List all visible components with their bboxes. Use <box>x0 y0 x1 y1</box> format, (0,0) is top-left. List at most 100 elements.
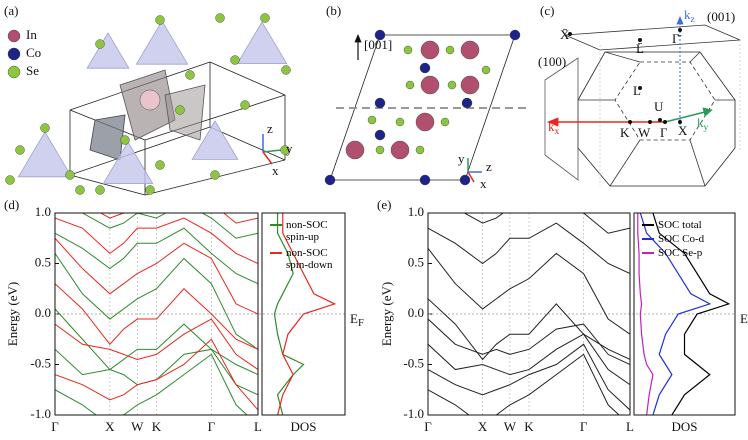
label: ky <box>697 115 709 133</box>
atom <box>390 140 410 160</box>
y-tick-label: 0.5 <box>408 254 424 269</box>
legend-item: non-SOC spin-up <box>270 219 343 243</box>
atom <box>403 45 413 55</box>
k-point <box>568 32 572 36</box>
x-tick-label: Γ <box>51 419 59 434</box>
atom <box>260 13 270 23</box>
line <box>69 174 146 196</box>
legend-label: non-SOC spin-down <box>286 247 333 271</box>
k-point-label: W <box>638 125 651 140</box>
band-line <box>428 248 630 335</box>
x-tick-label: K <box>524 419 534 434</box>
atom <box>240 100 250 110</box>
atom <box>155 160 165 170</box>
label: EF <box>350 311 364 329</box>
atom <box>375 145 385 155</box>
line <box>609 139 641 187</box>
legend-label: non-SOC spin-up <box>286 219 328 243</box>
k-point <box>678 28 682 32</box>
shape <box>164 84 206 141</box>
y-tick-label: 1.0 <box>408 204 424 219</box>
panel-label: (c) <box>540 3 554 18</box>
atom <box>374 29 386 41</box>
atom <box>481 65 491 75</box>
k-point <box>658 118 662 122</box>
atom <box>145 185 155 195</box>
band-line <box>463 213 630 234</box>
atom <box>5 175 15 185</box>
k-point <box>663 120 667 124</box>
dos-label: DOS <box>290 419 316 434</box>
y-axis-label: Energy (eV) <box>379 282 394 346</box>
legend-swatch <box>270 224 282 226</box>
line <box>262 151 273 165</box>
x-tick-label: W <box>504 419 517 434</box>
k-point-label: L <box>633 83 641 98</box>
plot-frame <box>427 212 631 416</box>
atom <box>419 174 431 186</box>
x-tick-label: X <box>478 419 488 434</box>
line <box>144 94 286 141</box>
atom <box>405 80 415 90</box>
shape <box>702 107 713 117</box>
legend-label: Co <box>26 45 41 60</box>
atom <box>395 117 405 127</box>
shape <box>676 15 684 25</box>
label-main: k <box>684 7 691 22</box>
legend-swatch <box>270 252 282 254</box>
axis-label: x <box>480 176 487 191</box>
x-tick-label: Γ <box>424 419 432 434</box>
dos-line <box>639 213 712 415</box>
atom <box>7 29 21 43</box>
legend-item: SOC total <box>642 219 733 231</box>
legend-item: SOC Se-p <box>642 247 733 259</box>
x-tick-label: Γ <box>208 419 216 434</box>
label-sub: y <box>704 122 709 133</box>
line <box>209 126 286 161</box>
y-tick-label: -0.5 <box>403 355 424 370</box>
band-line <box>55 338 258 411</box>
atom <box>419 62 431 74</box>
x-tick-label: X <box>105 419 115 434</box>
dos-frame <box>633 212 736 416</box>
k-point <box>638 86 642 90</box>
surface-label: (100) <box>538 54 566 69</box>
k-point-label: Γ̄ <box>672 31 682 46</box>
k-point-label: U <box>654 99 664 114</box>
shape <box>89 114 126 161</box>
atom <box>230 55 240 65</box>
k-point <box>678 120 682 124</box>
atom <box>324 174 336 186</box>
atom <box>175 105 185 115</box>
band-line <box>55 237 258 315</box>
label: kz <box>684 7 696 25</box>
label-sub: x <box>555 126 560 137</box>
dos-line <box>276 213 337 415</box>
panel-label: (b) <box>326 3 341 18</box>
line <box>209 61 286 96</box>
atom <box>415 112 435 132</box>
k-point-label: Γ <box>660 125 668 140</box>
y-tick-label: 0.0 <box>408 305 424 320</box>
y-tick-label: -1.0 <box>403 406 424 421</box>
label-main: E <box>740 311 748 326</box>
legend-item: SOC Co-d <box>642 233 733 245</box>
y-tick-label: -0.5 <box>30 355 51 370</box>
surface-label: (001) <box>707 9 735 24</box>
k-point <box>628 120 632 124</box>
shape <box>17 131 73 178</box>
band-line <box>428 333 630 386</box>
legend-label: SOC Se-p <box>658 247 703 259</box>
atom <box>420 75 440 95</box>
legend-swatch <box>642 252 654 254</box>
atom <box>7 47 21 61</box>
atom <box>509 29 521 41</box>
atom <box>461 97 473 109</box>
band-line <box>428 318 630 365</box>
x-tick-label: K <box>152 419 162 434</box>
k-point-label: L̄ <box>636 41 644 56</box>
panel-label: (d) <box>4 197 19 212</box>
x-tick-label: L <box>254 419 262 434</box>
band-line <box>55 308 258 376</box>
axis-label: z <box>486 159 492 174</box>
